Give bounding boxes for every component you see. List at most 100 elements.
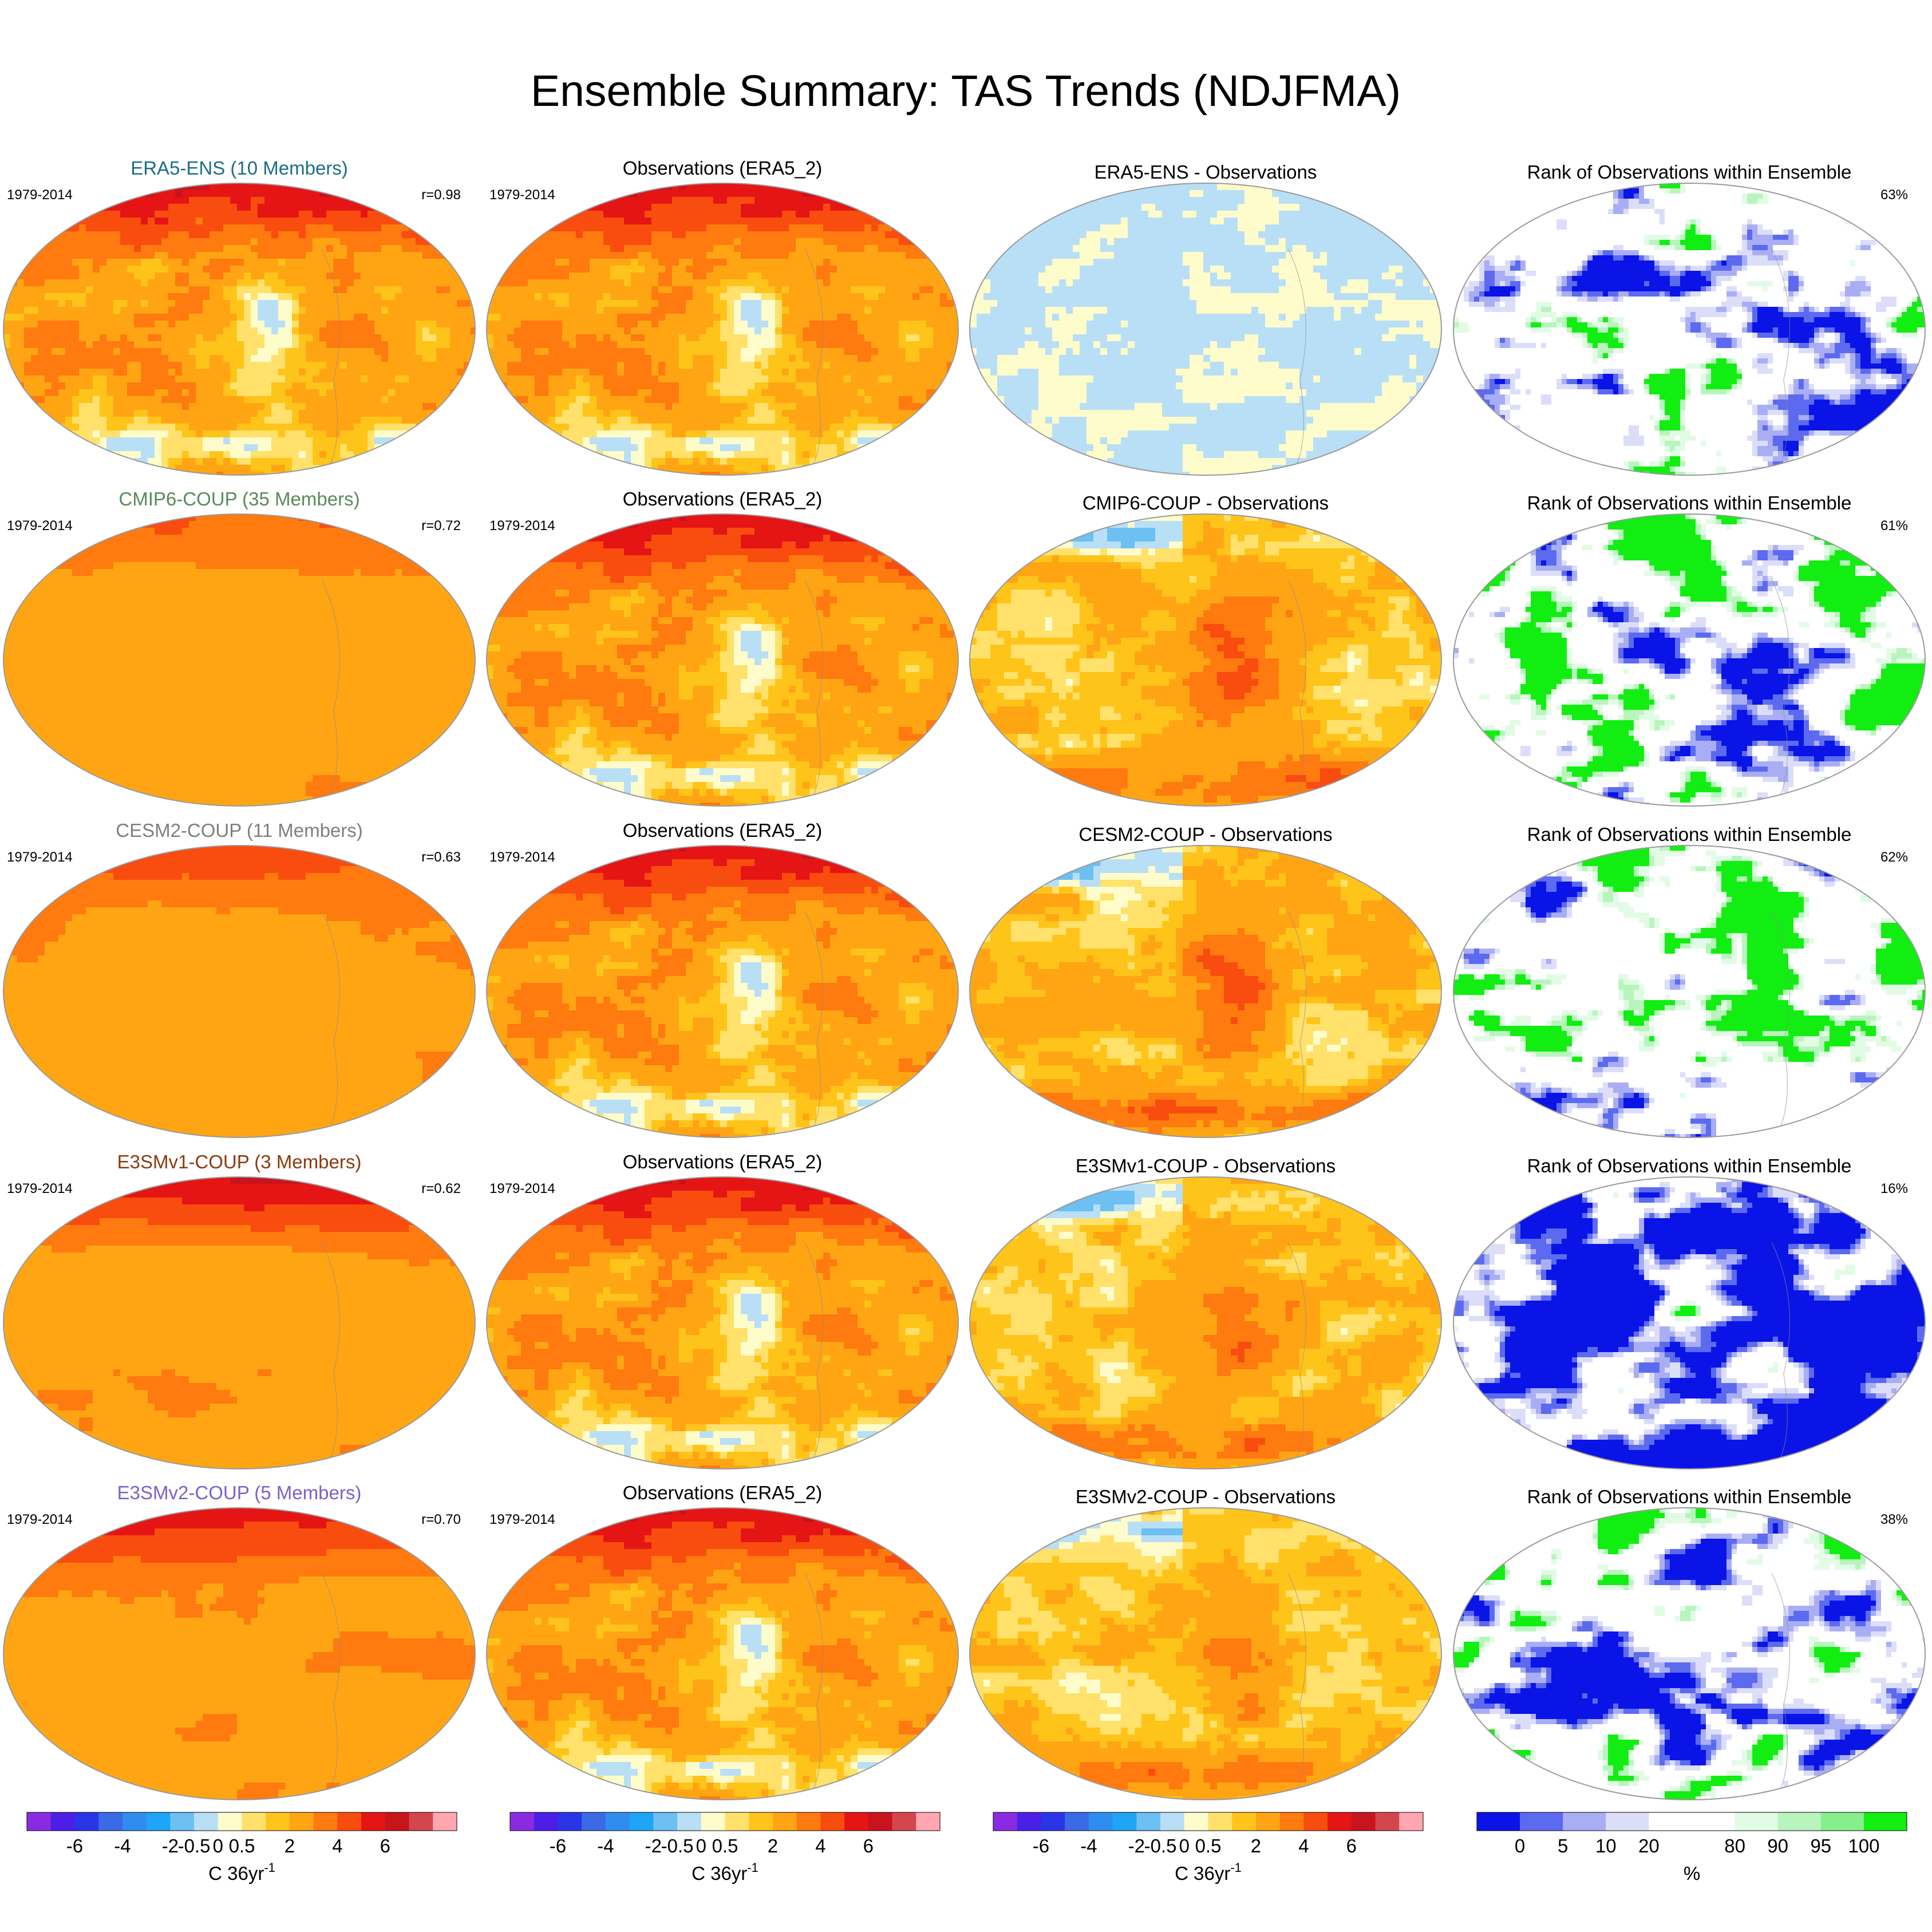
diff-map-r3-field	[970, 846, 1441, 1137]
model-correlation: r=0.62	[421, 1181, 461, 1196]
panel-grid: ERA5-ENS (10 Members) 1979-2014 r=0.98 Obse…	[3, 157, 1926, 1800]
model-correlation: r=0.72	[421, 518, 461, 534]
obs-period: 1979-2014	[489, 518, 555, 534]
model-title: E3SMv2-COUP (5 Members)	[117, 1482, 362, 1503]
colorbar-tick-label: 100	[1848, 1835, 1879, 1856]
colorbar-swatch	[1017, 1812, 1041, 1831]
colorbar-swatch	[409, 1812, 433, 1831]
colorbar-swatch	[146, 1812, 171, 1831]
diff-map-r5	[969, 1507, 1442, 1800]
colorbar-swatch	[1863, 1812, 1907, 1831]
rank-map-r5-border	[1453, 1507, 1926, 1800]
colorbar-tick-label: 6	[380, 1835, 390, 1856]
row-5: E3SMv2-COUP (5 Members) 1979-2014 r=0.70 Ob…	[7, 1482, 1908, 1527]
diff-map-r2-field	[970, 514, 1441, 806]
rank-map-r3-border	[1453, 845, 1926, 1138]
row-4: E3SMv1-COUP (3 Members) 1979-2014 r=0.62 Ob…	[7, 1151, 1908, 1196]
model-correlation: r=0.70	[421, 1512, 461, 1527]
colorbar-swatch	[725, 1812, 749, 1831]
obs-map-r3-field	[487, 846, 958, 1137]
trend-colorbar-1: -6 -4 -2-0.5 0 0.5 2 4 6 C 36yr-1	[26, 1812, 457, 1884]
colorbar-swatch	[122, 1812, 147, 1831]
colorbar-tick-label: 4	[1298, 1835, 1309, 1856]
colorbar-tick-label: 0.5	[229, 1835, 255, 1856]
obs-period: 1979-2014	[489, 187, 555, 203]
colorbar-swatch	[1136, 1812, 1161, 1831]
trend-colorbar-3: -6 -4 -2-0.5 0 0.5 2 4 6 C 36yr-1	[993, 1812, 1424, 1884]
colorbar-swatch	[510, 1812, 535, 1831]
colorbar-tick-label: -2	[162, 1835, 179, 1856]
colorbar-unit-base: C 36yr	[692, 1863, 747, 1884]
colorbar-frame	[509, 1812, 941, 1831]
colorbar-swatch	[1606, 1812, 1649, 1831]
model-map-r3	[3, 845, 476, 1138]
colorbar-swatch	[1184, 1812, 1208, 1831]
rank-map-r3	[1453, 845, 1926, 1138]
diff-map-r3-border	[969, 845, 1442, 1138]
colorbar-swatch	[289, 1812, 314, 1831]
colorbar-tick-label: 5	[1558, 1835, 1568, 1856]
colorbar-unit: %	[1684, 1863, 1700, 1884]
rank-title: Rank of Observations within Ensemble	[1527, 492, 1852, 513]
obs-map-r4-border	[486, 1176, 959, 1469]
obs-map-r4-field	[487, 1177, 958, 1469]
colorbar-unit-base: C 36yr	[1175, 1863, 1230, 1884]
model-map-r5-border	[3, 1507, 476, 1800]
colorbar-swatch	[1160, 1812, 1185, 1831]
colorbar-tick-label: 6	[1346, 1835, 1357, 1856]
obs-title: Observations (ERA5_2)	[623, 1482, 822, 1503]
colorbar-tick-label: -0.5	[178, 1835, 211, 1856]
rank-map-r5	[1453, 1507, 1926, 1800]
model-correlation: r=0.98	[421, 187, 461, 203]
colorbar-swatch	[27, 1812, 52, 1831]
colorbar-swatch	[1327, 1812, 1352, 1831]
colorbar-swatch	[1563, 1812, 1606, 1831]
model-period: 1979-2014	[7, 518, 73, 534]
model-map-r5	[3, 1507, 476, 1800]
colorbar-swatch	[1279, 1812, 1304, 1831]
obs-title: Observations (ERA5_2)	[623, 488, 822, 509]
model-period: 1979-2014	[7, 187, 73, 203]
colorbar-swatch	[677, 1812, 702, 1831]
model-map-r4	[3, 1176, 476, 1469]
colorbar-tick-label: -4	[1080, 1835, 1097, 1856]
rank-map-r2-field	[1453, 514, 1925, 806]
colorbar-swatch	[1477, 1812, 1520, 1831]
colorbar-swatch	[534, 1812, 558, 1831]
obs-map-r3-border	[486, 845, 959, 1138]
obs-map-r1-border	[486, 183, 959, 476]
model-map-r1	[3, 183, 476, 476]
colorbar-swatch	[653, 1812, 678, 1831]
colorbar-swatch	[337, 1812, 362, 1831]
colorbar-swatch	[242, 1812, 266, 1831]
rank-percent: 61%	[1880, 518, 1908, 534]
colorbar-swatch	[1351, 1812, 1376, 1831]
colorbar-tick-label: 2	[285, 1835, 295, 1856]
diff-title: CESM2-COUP - Observations	[1078, 824, 1332, 845]
colorbar-swatch	[313, 1812, 338, 1831]
colorbar-tick-label: 2	[1251, 1835, 1261, 1856]
obs-period: 1979-2014	[489, 1181, 555, 1196]
colorbar-swatch	[1399, 1812, 1424, 1831]
colorbar-swatch	[796, 1812, 821, 1831]
diff-map-r1	[969, 183, 1442, 476]
colorbar-tick-label: 0	[1179, 1835, 1190, 1856]
colorbar-swatch	[1735, 1812, 1779, 1831]
colorbar-tick-label: 0.5	[1195, 1835, 1222, 1856]
model-map-r3-field	[3, 846, 475, 1137]
obs-title: Observations (ERA5_2)	[623, 157, 822, 179]
colorbar-frame	[26, 1812, 457, 1831]
colorbar-swatch	[194, 1812, 219, 1831]
colorbar-swatch	[1041, 1812, 1065, 1831]
colorbar-tick-label: 0.5	[712, 1835, 738, 1856]
colorbar-swatch	[1065, 1812, 1089, 1831]
colorbar-unit-exponent: -1	[747, 1860, 758, 1875]
colorbar-unit: C 36yr-1	[208, 1860, 275, 1884]
obs-title: Observations (ERA5_2)	[623, 820, 822, 841]
obs-map-r4	[486, 1176, 959, 1469]
rank-map-r4-field	[1453, 1177, 1925, 1469]
colorbar-unit-base: C 36yr	[208, 1863, 264, 1884]
model-title: CMIP6-COUP (35 Members)	[118, 488, 359, 509]
colorbar-tick-label: -2	[1128, 1835, 1145, 1856]
